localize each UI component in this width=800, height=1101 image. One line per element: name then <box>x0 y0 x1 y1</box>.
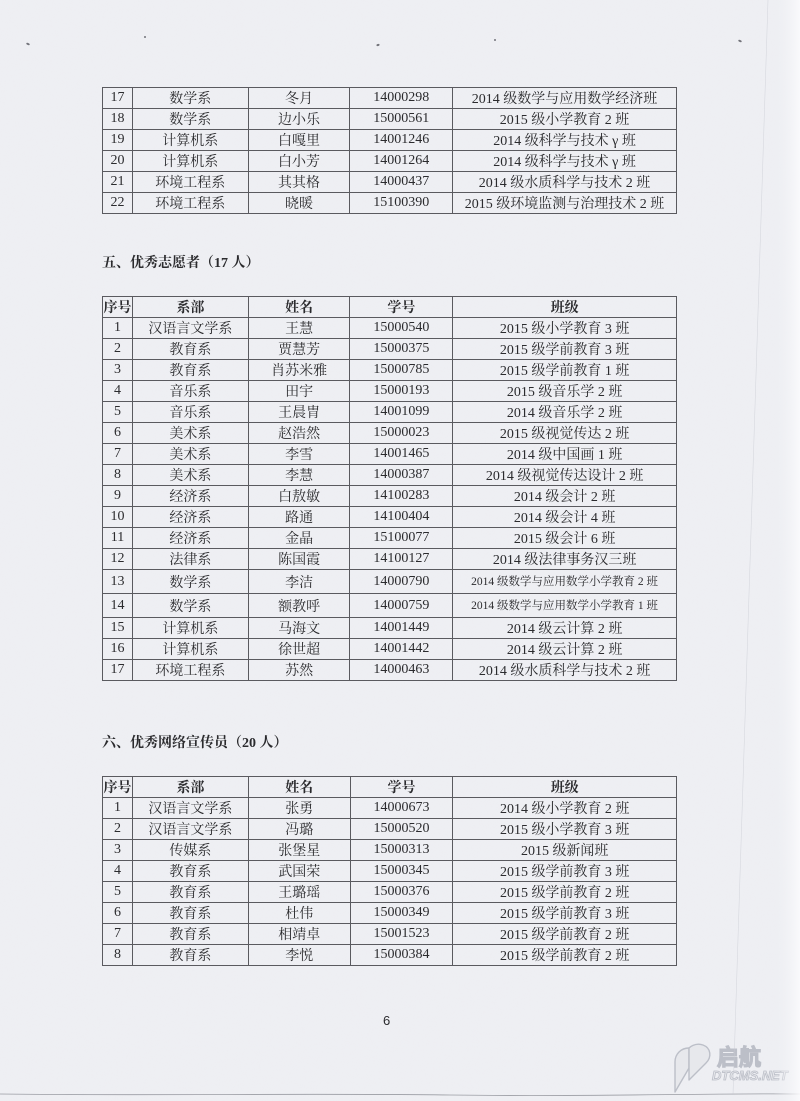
svg-text:DTCMS.NET: DTCMS.NET <box>712 1068 789 1083</box>
svg-text:启航: 启航 <box>717 1045 761 1070</box>
